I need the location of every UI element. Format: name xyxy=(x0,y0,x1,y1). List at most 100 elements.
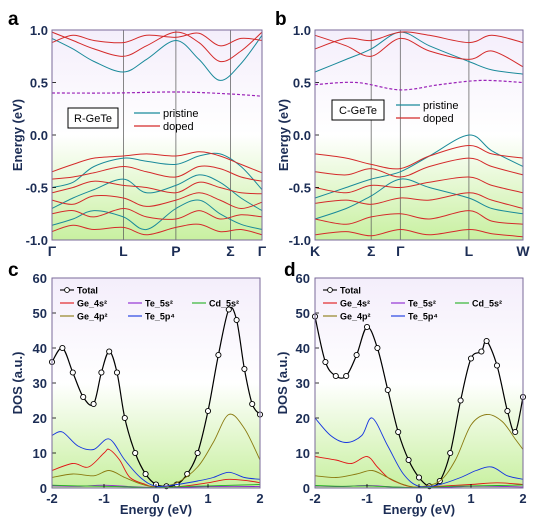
y-axis-label-b: Energy (eV) xyxy=(276,99,291,171)
y-tick-label-c-2: 20 xyxy=(33,411,47,426)
y-tick-label-b-4: 1.0 xyxy=(293,23,311,38)
total-dos-marker-c-1 xyxy=(59,344,66,352)
total-dos-marker-c-5 xyxy=(98,369,105,376)
legend-label-doped-b: doped xyxy=(423,113,454,125)
legend-label-c-3: Cd_5s² xyxy=(209,299,239,309)
y-ticks-a: -1.0 -0.5 0.0 0.5 1.0 xyxy=(26,23,56,248)
material-label-box-b xyxy=(331,99,385,121)
total-dos-marker-c-7 xyxy=(113,369,121,376)
total-dos-marker-d-2 xyxy=(332,372,339,380)
y-tick-label-c-6: 60 xyxy=(33,271,47,286)
band-pristine-a-1 xyxy=(51,152,263,190)
x-axis-label-c: Energy (eV) xyxy=(120,502,192,517)
x-tick-label-c-4: 2 xyxy=(256,491,263,506)
kpoint-label-a-3: Σ xyxy=(226,243,234,259)
band-pristine-b-1 xyxy=(314,134,524,199)
total-dos-marker-d-16 xyxy=(478,348,485,355)
material-label-box-a xyxy=(67,107,119,129)
band-doped-a-1 xyxy=(51,32,263,47)
band-doped-b-5 xyxy=(314,192,524,209)
kpoint-label-a-1: L xyxy=(119,243,128,259)
bands-a xyxy=(51,31,263,236)
dos-line-ge_4s-c xyxy=(51,448,261,488)
plot-frame-d xyxy=(314,277,524,489)
legend-label-c-2: Te_5s² xyxy=(145,299,173,309)
total-dos-marker-d-8 xyxy=(395,428,402,436)
total-dos-marker-c-18 xyxy=(225,306,232,313)
y-ticks-b: -1.0 -0.5 0.0 0.5 1.0 xyxy=(289,23,319,248)
x-tick-label-d-1: -1 xyxy=(361,491,373,506)
legend-label-c-1: Ge_4s² xyxy=(77,299,107,309)
plot-area-c xyxy=(52,278,260,488)
plot-frame-b xyxy=(314,29,524,241)
kpoint-label-a-0: Γ xyxy=(48,243,57,259)
legend-marker-c-0 xyxy=(64,287,70,293)
y-axis-label-a: Energy (eV) xyxy=(10,99,25,171)
band-doped-b-0 xyxy=(314,34,524,68)
total-dos-marker-d-18 xyxy=(493,362,501,369)
y-tick-label-d-0: 0 xyxy=(303,481,310,496)
total-dos-marker-c-21 xyxy=(249,400,256,408)
fermi-level-line-b xyxy=(314,79,524,91)
band-doped-b-6 xyxy=(314,210,524,225)
total-dos-marker-d-3 xyxy=(343,372,350,380)
band-doped-a-7 xyxy=(51,223,263,236)
band-pristine-a-0 xyxy=(51,35,263,81)
y-tick-label-c-5: 50 xyxy=(33,306,47,321)
dos-line-te_5p-c xyxy=(51,431,261,488)
dos-line-te_5p-d xyxy=(314,417,524,488)
legend-label-doped-a: doped xyxy=(163,121,194,133)
legend-label-pristine-b: pristine xyxy=(423,100,458,112)
total-dos-marker-d-4 xyxy=(353,351,360,359)
legend-label-d-4: Ge_4p² xyxy=(340,312,371,322)
panel-letter-d: d xyxy=(284,260,296,281)
x-tick-label-d-2: 0 xyxy=(415,491,422,506)
plot-frame-c xyxy=(51,277,261,489)
band-doped-b-4 xyxy=(314,176,524,194)
y-tick-label-d-5: 50 xyxy=(296,306,310,321)
total-dos-marker-c-16 xyxy=(204,407,212,415)
total-dos-marker-d-6 xyxy=(374,344,381,352)
y-tick-label-d-1: 10 xyxy=(296,446,310,461)
total-dos-marker-c-2 xyxy=(69,369,76,376)
x-tick-label-c-1: -1 xyxy=(98,491,110,506)
total-dos-marker-d-17 xyxy=(483,337,490,345)
band-doped-a-0 xyxy=(51,31,263,63)
y-tick-label-b-0: -1.0 xyxy=(289,233,311,248)
total-dos-marker-c-20 xyxy=(241,365,248,373)
legend-d: Total Ge_4s² Te_5s² Cd_5s² Ge_4p² Te_5p⁴ xyxy=(323,286,502,322)
total-dos-marker-d-19 xyxy=(504,407,511,415)
band-doped-a-2 xyxy=(51,151,263,174)
y-tick-label-c-3: 30 xyxy=(33,376,47,391)
band-doped-a-3 xyxy=(51,165,263,182)
legend-c: Total Ge_4s² Te_5s² Cd_5s² Ge_4p² Te_5p⁴ xyxy=(60,286,239,322)
dos-line-ge_4p-d xyxy=(314,414,524,488)
total-dos-marker-c-3 xyxy=(80,393,87,401)
band-doped-a-6 xyxy=(51,207,263,220)
panel-letter-b: b xyxy=(275,9,287,30)
band-structure-panel-b: -1.0 -0.5 0.0 0.5 1.0 K Σ Γ L W Energy (eV) C-Ge… xyxy=(276,23,530,259)
band-pristine-b-2 xyxy=(314,178,524,220)
y-tick-label-d-2: 20 xyxy=(296,411,310,426)
y-tick-label-d-6: 60 xyxy=(296,271,310,286)
bands-b xyxy=(314,31,524,238)
kpoint-label-a-2: P xyxy=(171,243,180,259)
kpoint-label-b-2: Γ xyxy=(396,243,405,259)
total-dos-marker-c-6 xyxy=(106,348,113,355)
total-dos-marker-d-20 xyxy=(512,428,519,436)
band-pristine-b-0 xyxy=(314,31,524,75)
panel-letter-a: a xyxy=(8,9,19,30)
dos-line-total_dos-d xyxy=(314,316,524,488)
legend-label-pristine-a: pristine xyxy=(163,108,198,120)
plot-area-d xyxy=(315,278,523,488)
band-doped-b-7 xyxy=(314,228,524,238)
y-tick-label-c-4: 40 xyxy=(33,341,47,356)
material-label-b: C-GeTe xyxy=(339,105,377,117)
legend-label-c-4: Ge_4p² xyxy=(77,312,108,322)
y-ticks-d: 0 10 20 30 40 50 60 xyxy=(296,271,319,496)
x-tick-label-d-0: -2 xyxy=(309,491,321,506)
total-dos-marker-c-19 xyxy=(233,316,240,324)
